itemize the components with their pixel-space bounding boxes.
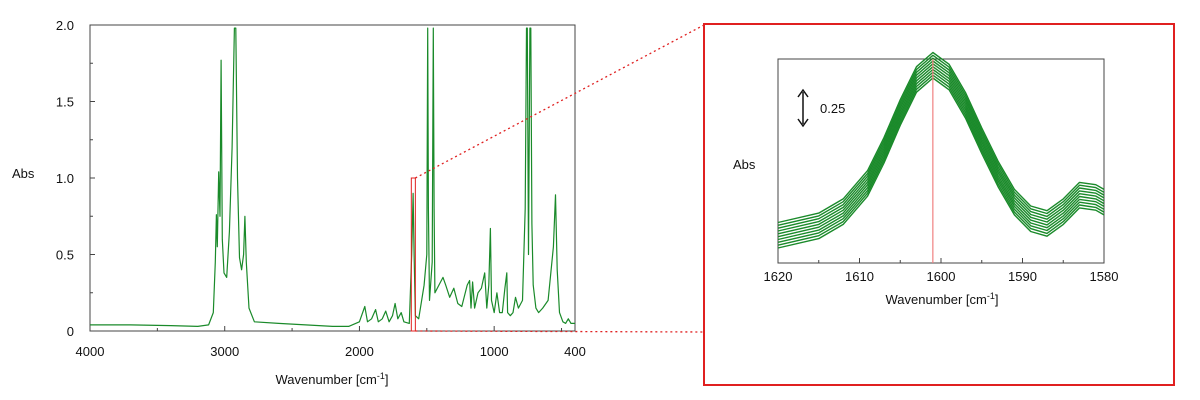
main-x-tick-label: 400 — [564, 344, 586, 359]
inset-panel: Abs Wavenumber [cm-1] 1620 1610 1600 1590 15… — [703, 23, 1175, 386]
scale-bar: 0.25 — [797, 88, 845, 128]
main-y-tick-label: 1.0 — [56, 171, 74, 186]
inset-series-line — [777, 54, 1105, 226]
main-series-group — [90, 27, 575, 327]
inset-x-axis-label: Wavenumber [cm-1] — [885, 291, 998, 307]
main-y-tick-label: 1.5 — [56, 95, 74, 110]
inset-x-tick-label: 1620 — [764, 269, 793, 284]
main-x-tick-label: 4000 — [76, 344, 105, 359]
inset-x-axis: 1620 1610 1600 1590 1580 — [764, 258, 1119, 284]
main-x-tick-label: 2000 — [345, 344, 374, 359]
inset-series-line — [777, 51, 1105, 224]
inset-x-tick-label: 1610 — [845, 269, 874, 284]
main-series-line — [90, 27, 575, 327]
inset-x-tick-label: 1600 — [927, 269, 956, 284]
main-plot-frame — [89, 24, 576, 332]
inset-y-axis-label: Abs — [733, 157, 756, 172]
zoom-box — [410, 177, 416, 332]
connector-top — [415, 24, 705, 179]
inset-border — [703, 23, 1175, 386]
main-y-axis-label: Abs — [12, 166, 35, 181]
inset-series-line — [777, 71, 1105, 243]
inset-series-line — [777, 57, 1105, 229]
inset-x-tick-label: 1580 — [1090, 269, 1119, 284]
inset-series-line — [777, 74, 1105, 246]
main-x-axis: 4000 3000 2000 1000 400 — [76, 326, 586, 359]
inset-series-line — [777, 68, 1105, 241]
main-x-tick-label: 1000 — [480, 344, 509, 359]
scale-bar-arrowhead-down — [797, 118, 809, 128]
inset-series-group — [777, 51, 1105, 249]
scale-bar-arrowhead-up — [797, 88, 809, 98]
zoom-connectors — [415, 24, 705, 333]
main-y-tick-label: 2.0 — [56, 18, 74, 33]
zoom-region — [410, 177, 416, 332]
inset-series-line — [777, 66, 1105, 238]
main-chart: 0 0.5 1.0 1.5 2.0 4000 3000 2000 1000 400 Abs Wa… — [12, 18, 586, 387]
inset-series-line — [777, 60, 1105, 232]
main-x-tick-label: 3000 — [210, 344, 239, 359]
inset-plot-frame — [777, 58, 1105, 264]
inset-series-line — [777, 77, 1105, 249]
scale-bar-label: 0.25 — [820, 101, 845, 116]
connector-bottom — [415, 330, 705, 333]
inset-x-tick-label: 1590 — [1008, 269, 1037, 284]
main-x-axis-label: Wavenumber [cm-1] — [275, 371, 388, 387]
inset-series-line — [777, 63, 1105, 235]
main-y-axis: 0 0.5 1.0 1.5 2.0 — [56, 18, 95, 339]
main-y-tick-label: 0 — [67, 324, 74, 339]
main-y-tick-label: 0.5 — [56, 248, 74, 263]
